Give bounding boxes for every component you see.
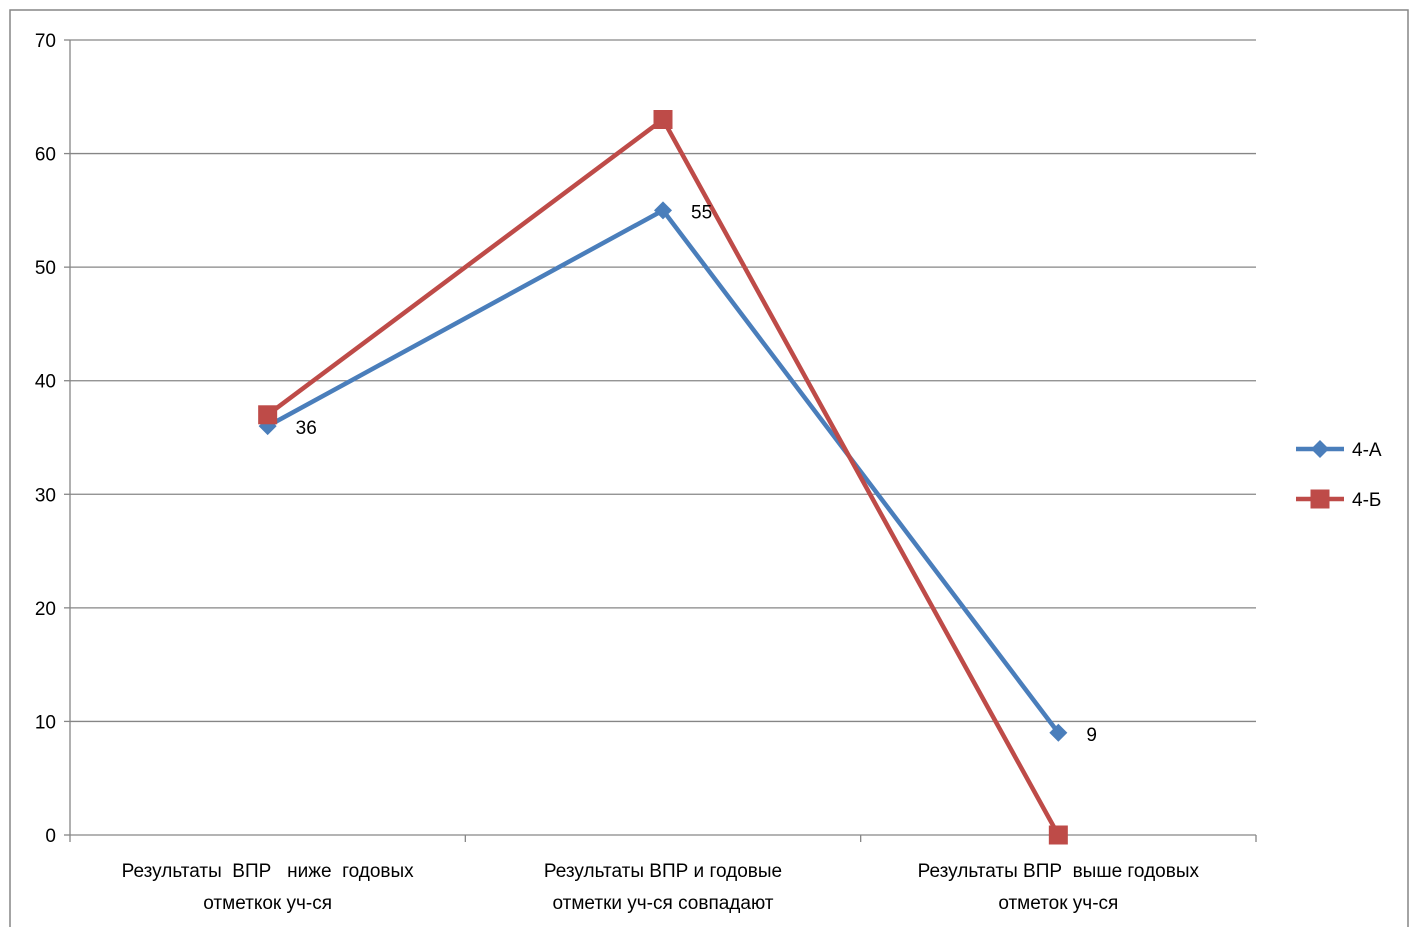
y-tick-label: 30 — [35, 485, 56, 506]
legend-label: 4-Б — [1352, 490, 1381, 511]
data-point-4-А — [1049, 723, 1068, 742]
x-category-label: Результаты ВПР ниже годовых — [122, 861, 414, 882]
data-point-4-Б — [1048, 825, 1068, 845]
chart-frame — [9, 9, 1409, 927]
data-label: 36 — [296, 418, 317, 439]
series-line-4-Б — [266, 117, 1061, 837]
data-point-4-Б — [653, 110, 673, 129]
x-category-label: отметок уч-ся — [998, 893, 1118, 914]
y-tick-label: 70 — [35, 31, 56, 52]
data-label: 55 — [691, 202, 712, 223]
x-category-label: отметкок уч-ся — [203, 893, 332, 914]
x-category-label: отметки уч-ся совпадают — [553, 893, 774, 914]
y-tick-label: 40 — [35, 372, 56, 393]
y-tick-label: 10 — [35, 712, 56, 733]
series-line-4-А — [266, 208, 1061, 735]
data-label: 9 — [1086, 725, 1097, 746]
data-point-4-А — [654, 201, 672, 220]
data-point-4-Б — [258, 405, 278, 425]
legend-marker-4-Б — [1310, 489, 1330, 509]
legend-marker-4-А — [1311, 440, 1329, 458]
y-tick-label: 50 — [35, 258, 56, 279]
y-tick-label: 20 — [35, 599, 56, 620]
x-category-label: Результаты ВПР выше годовых — [918, 861, 1200, 882]
y-tick-label: 0 — [45, 826, 56, 847]
x-category-label: Результаты ВПР и годовые — [544, 861, 782, 882]
legend-label: 4-А — [1352, 440, 1382, 461]
y-tick-label: 60 — [35, 145, 56, 166]
